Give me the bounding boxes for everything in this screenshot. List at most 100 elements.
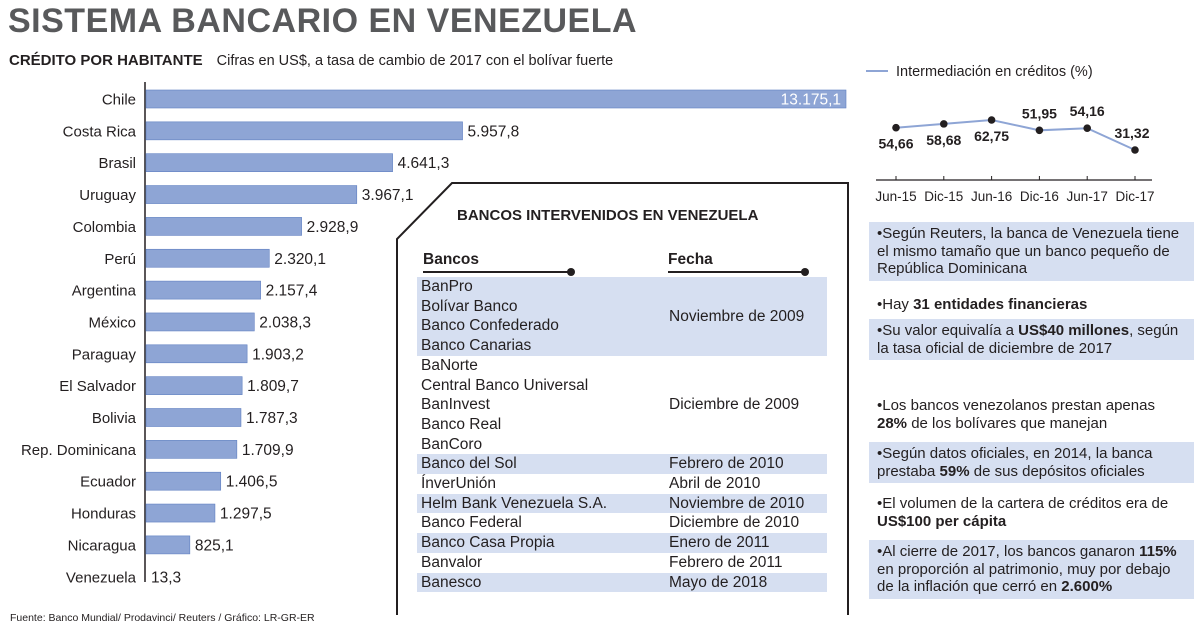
x-tick-label: Jun-16 xyxy=(971,189,1012,204)
fact-item: •El volumen de la cartera de créditos er… xyxy=(869,492,1194,533)
fact-item: •Según Reuters, la banca de Venezuela ti… xyxy=(869,222,1194,281)
data-point xyxy=(1083,124,1091,132)
x-tick-label: Dic-15 xyxy=(924,189,963,204)
table-row: BaNorte Central Banco Universal BanInvest B… xyxy=(417,356,827,455)
bank-names: BanPro Bolívar Banco Banco Confederado Banc… xyxy=(421,277,559,356)
source-footer: Fuente: Banco Mundial/ Prodavinci/ Reute… xyxy=(10,612,315,624)
intervention-date: Enero de 2011 xyxy=(669,534,770,552)
bar-category-label: Costa Rica xyxy=(63,123,137,140)
series-line xyxy=(895,118,1136,151)
legend-label: Intermediación en créditos (%) xyxy=(896,64,1093,80)
x-tick-label: Jun-17 xyxy=(1067,189,1108,204)
bank-name: Banco Casa Propia xyxy=(421,534,555,552)
bar-category-label: Perú xyxy=(104,251,136,268)
bar-category-label: Nicaragua xyxy=(68,537,137,554)
col-banks-rule xyxy=(423,271,571,273)
bar xyxy=(145,121,463,141)
fact-item: •Según datos oficiales, en 2014, la banc… xyxy=(869,442,1194,484)
intervention-date: Abril de 2010 xyxy=(669,475,761,492)
bank-name: BanInvest xyxy=(421,396,490,414)
bar-category-label: Paraguay xyxy=(72,346,137,363)
bar-category-label: Rep. Dominicana xyxy=(21,442,137,459)
bank-name: BaNorte xyxy=(421,356,478,374)
data-label: 62,75 xyxy=(974,128,1009,144)
fact-text: •El volumen de la cartera de créditos er… xyxy=(877,495,1169,512)
table-row: Banco del Sol Febrero de 2010 xyxy=(417,454,827,474)
credit-bar-chart: Chile 13.175,1 Costa Rica 5.957,8 Brasil 4.64… xyxy=(21,82,847,585)
bank-names: Banesco xyxy=(421,573,481,593)
data-label: 54,66 xyxy=(878,136,913,152)
bank-names: Banvalor xyxy=(421,553,482,573)
chart-subtitle: CRÉDITO POR HABITANTE xyxy=(9,52,203,69)
bank-name: Banvalor xyxy=(421,553,483,571)
bank-name: Banco Canarias xyxy=(421,337,532,355)
bar-category-label: Brasil xyxy=(98,155,136,172)
bank-name: Helm Bank Venezuela S.A. xyxy=(421,494,608,512)
bar xyxy=(145,440,238,459)
bar-value-label: 825,1 xyxy=(195,537,234,554)
bank-name: Banco Real xyxy=(421,415,502,433)
col-date-rule xyxy=(668,271,805,273)
page-title: SISTEMA BANCARIO EN VENEZUELA xyxy=(8,2,638,40)
table-row: Helm Bank Venezuela S.A. Noviembre de 201… xyxy=(417,493,827,514)
fact-highlight: 2.600% xyxy=(1061,578,1113,596)
bar-category-label: México xyxy=(88,314,136,331)
bar-category-label: Chile xyxy=(102,92,136,109)
fact-text: •Los bancos venezolanos prestan apenas xyxy=(877,397,1155,414)
bar-value-label: 1.787,3 xyxy=(246,410,298,427)
fact-highlight: US$100 per cápita xyxy=(877,512,1007,530)
intermediation-line-chart: Intermediación en créditos (%) 54,66 58,68… xyxy=(866,64,1155,204)
bar xyxy=(145,248,270,268)
col-header-banks: Bancos xyxy=(423,251,479,268)
fact-text: , según la tasa oficial de diciembre de … xyxy=(877,322,1179,357)
subtitle-row: CRÉDITO POR HABITANTE Cifras en US$, a ta… xyxy=(9,52,613,70)
fact-item: •Hay 31 entidades financieras xyxy=(869,293,1194,317)
intervention-date: Febrero de 2010 xyxy=(669,455,784,473)
bank-names: Banco Federal xyxy=(421,513,522,533)
bar-value-label: 13,3 xyxy=(151,569,181,585)
data-point xyxy=(940,120,948,128)
bank-name: Banco del Sol xyxy=(421,455,517,473)
bar-value-label: 1.709,9 xyxy=(242,442,294,459)
bar-category-label: Argentina xyxy=(72,283,137,300)
bank-names: ÍnverUnión xyxy=(421,474,496,494)
bank-name: Banco Confederado xyxy=(421,317,559,335)
intervention-date: Diciembre de 2010 xyxy=(669,514,800,532)
fact-text: •Según datos oficiales, en 2014, la banc… xyxy=(877,445,1153,480)
bar-category-label: Venezuela xyxy=(66,569,137,585)
bar-category-label: Honduras xyxy=(71,506,136,523)
x-tick-label: Dic-17 xyxy=(1115,189,1154,204)
fact-highlight: 31 entidades financieras xyxy=(913,296,1088,313)
data-point xyxy=(1035,126,1044,135)
bar xyxy=(145,408,242,427)
bank-name: BanPro xyxy=(421,278,473,295)
bank-name: ÍnverUnión xyxy=(421,475,496,492)
data-label: 58,68 xyxy=(926,132,961,148)
x-tick-label: Dic-16 xyxy=(1020,189,1059,204)
fact-text: de sus depósitos oficiales xyxy=(969,462,1145,480)
data-label: 51,95 xyxy=(1022,105,1057,121)
data-point xyxy=(987,116,996,124)
bar-value-label: 2.320,1 xyxy=(274,251,326,268)
intervention-date: Diciembre de 2009 xyxy=(669,396,800,414)
data-point xyxy=(892,123,900,132)
bar-value-label: 1.297,5 xyxy=(220,506,272,523)
bank-name: Banco Federal xyxy=(421,514,522,532)
bar-value-label: 13.175,1 xyxy=(781,92,841,109)
bar-category-label: Ecuador xyxy=(80,474,136,491)
bar xyxy=(145,89,847,109)
fact-text: de los bolívares que manejan xyxy=(907,414,1108,432)
bank-name: Central Banco Universal xyxy=(421,376,589,394)
bank-names: BaNorte Central Banco Universal BanInvest B… xyxy=(421,356,588,455)
table-title: BANCOS INTERVENIDOS EN VENEZUELA xyxy=(457,207,759,224)
fact-highlight: 59% xyxy=(939,462,970,480)
fact-text: •Hay xyxy=(877,296,914,313)
bar-value-label: 1.809,7 xyxy=(247,378,299,395)
bar-category-label: El Salvador xyxy=(59,378,136,395)
bar-value-label: 1.903,2 xyxy=(252,346,304,363)
data-label: 31,32 xyxy=(1114,125,1149,141)
col-header-date: Fecha xyxy=(668,251,713,268)
table-row: Banvalor Febrero de 2011 xyxy=(417,553,827,573)
bar xyxy=(145,153,393,172)
bar-value-label: 2.928,9 xyxy=(307,219,359,236)
